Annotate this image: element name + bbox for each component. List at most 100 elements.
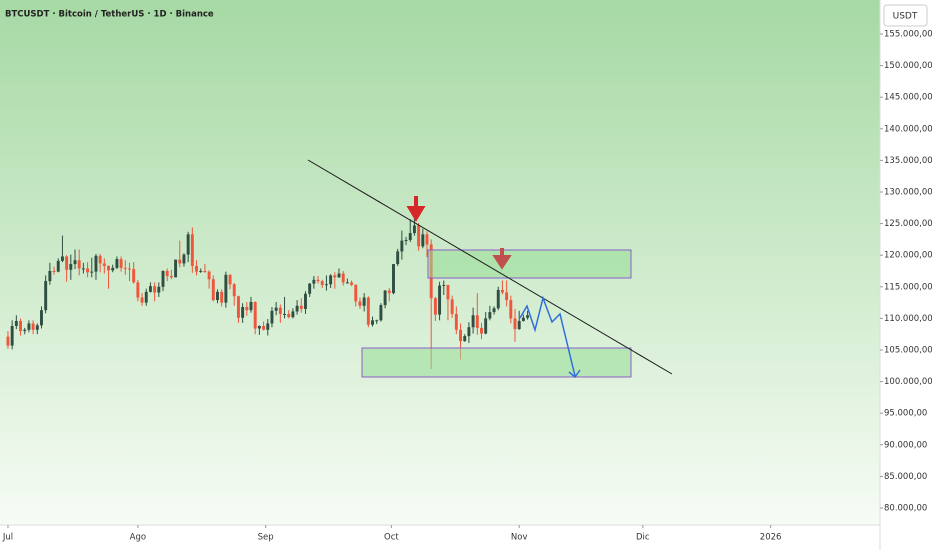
candle-body	[203, 271, 207, 273]
candle-body	[140, 297, 144, 303]
candle-body	[371, 320, 374, 325]
candle-body	[463, 336, 467, 342]
y-tick-label: 120.000,00	[884, 251, 932, 261]
candle-body	[40, 310, 43, 326]
candle-body	[52, 271, 56, 273]
candle-body	[274, 307, 278, 311]
candle-body	[136, 282, 140, 298]
candle-body	[77, 260, 81, 269]
candle-body	[400, 240, 404, 252]
candle-body	[257, 325, 261, 329]
candle-body	[358, 301, 362, 306]
candle-body	[86, 268, 90, 273]
candle-body	[366, 297, 370, 325]
candle-body	[500, 289, 504, 293]
candle-body	[308, 283, 312, 294]
candle-body	[316, 279, 320, 282]
candle-body	[35, 325, 39, 330]
candle-body	[375, 320, 379, 322]
candle-body	[408, 233, 412, 241]
support-zone	[361, 347, 632, 378]
candle-body	[320, 281, 324, 285]
candle-body	[350, 282, 354, 285]
candle-body	[102, 263, 106, 266]
y-tick-label: 150.000,00	[884, 61, 932, 71]
candle-body	[119, 258, 123, 268]
candle-body	[236, 296, 240, 318]
x-tick-label: Ago	[130, 533, 146, 543]
candle-body	[387, 290, 391, 294]
candle-body	[241, 307, 245, 318]
candle-body	[526, 315, 530, 318]
candle-body	[98, 255, 102, 264]
candle-body	[111, 267, 115, 271]
x-tick-label: 2026	[760, 533, 782, 543]
candle-body	[174, 259, 178, 278]
x-tick-label: Oct	[384, 533, 399, 543]
candle-body	[291, 311, 295, 318]
currency-label[interactable]: USDT	[893, 12, 918, 22]
candle-body	[329, 275, 333, 285]
y-tick-label: 85.000,00	[884, 472, 927, 482]
x-tick-label: Nov	[511, 533, 528, 543]
candle-body	[287, 313, 291, 318]
projection-path	[519, 295, 576, 377]
candle-body	[224, 274, 228, 303]
chart-title: BTCUSDT · Bitcoin / TetherUS · 1D · Bina…	[5, 10, 214, 20]
candle-body	[249, 301, 253, 311]
candle-body	[23, 329, 27, 332]
y-tick-label: 90.000,00	[884, 440, 927, 450]
candle-body	[211, 279, 215, 301]
candle-body	[65, 256, 69, 270]
candle-body	[484, 318, 488, 334]
candle-body	[169, 276, 173, 278]
candle-body	[182, 254, 186, 264]
x-tick-label: Sep	[258, 533, 274, 543]
arrow-down	[406, 196, 426, 222]
projection-arrowhead	[568, 369, 581, 379]
y-tick-label: 100.000,00	[884, 377, 932, 387]
trend-line	[307, 159, 673, 375]
candle-body	[165, 271, 169, 277]
candle-body	[56, 260, 60, 272]
candle-body	[471, 315, 475, 328]
currency-box[interactable]	[883, 4, 928, 27]
candle-body	[232, 284, 236, 297]
candle-body	[488, 312, 492, 319]
candle-body	[425, 234, 429, 245]
candle-body	[404, 240, 408, 242]
candle-body	[220, 291, 224, 303]
candle-body	[94, 255, 98, 272]
candle-body	[6, 336, 10, 346]
candle-body	[417, 225, 421, 247]
candle-body	[433, 298, 437, 315]
candle-body	[27, 323, 31, 330]
candle-body	[521, 317, 525, 321]
y-tick-label: 110.000,00	[884, 314, 932, 324]
y-tick-label: 140.000,00	[884, 124, 932, 134]
candle-body	[228, 274, 232, 285]
candle-body	[324, 284, 328, 286]
candle-body	[144, 291, 148, 303]
resistance-zone	[427, 249, 632, 279]
candle-body	[513, 318, 517, 330]
candle-body	[266, 323, 270, 330]
candle-body	[450, 299, 454, 314]
candle-body	[442, 284, 446, 286]
y-tick-label: 145.000,00	[884, 93, 932, 103]
x-tick-label: Jul	[2, 533, 13, 543]
candle-body	[161, 271, 165, 287]
candle-body	[396, 251, 400, 265]
candle-body	[195, 265, 198, 272]
candle-body	[81, 268, 85, 270]
candle-body	[157, 286, 161, 293]
candle-body	[270, 310, 274, 324]
candle-body	[190, 234, 194, 266]
candle-body	[454, 313, 458, 330]
y-tick-label: 80.000,00	[884, 503, 927, 513]
candle-body	[60, 256, 64, 261]
candle-body	[480, 327, 483, 334]
candle-body	[128, 268, 131, 270]
candle-body	[178, 259, 182, 264]
